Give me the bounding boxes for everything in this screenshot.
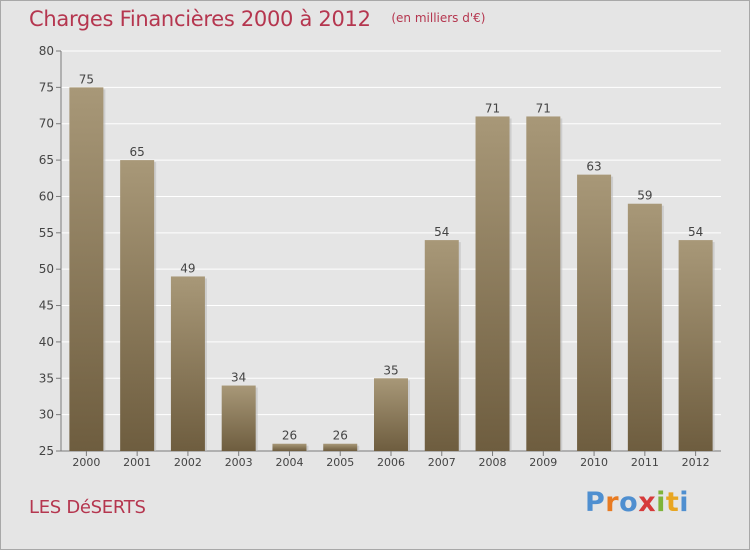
- bar: [120, 160, 155, 451]
- y-tick-label: 80: [39, 44, 54, 58]
- bar: [526, 116, 561, 452]
- bar-value-label: 59: [637, 189, 652, 203]
- bar-value-label: 71: [485, 101, 500, 115]
- brand-letter: i: [656, 487, 666, 518]
- commune-name: LES DéSERTS: [29, 497, 146, 518]
- bar-value-label: 54: [434, 225, 449, 239]
- y-tick-label: 35: [39, 371, 54, 385]
- y-tick-label: 25: [39, 444, 54, 458]
- bar-value-label: 54: [688, 225, 703, 239]
- x-tick-label: 2003: [225, 456, 253, 469]
- x-tick-label: 2004: [275, 456, 303, 469]
- proxiti-logo[interactable]: Proxiti: [585, 487, 689, 518]
- y-tick-label: 75: [39, 80, 54, 94]
- bar: [323, 443, 358, 451]
- x-tick-label: 2002: [174, 456, 202, 469]
- bar-value-label: 26: [333, 429, 348, 443]
- x-tick-label: 2008: [479, 456, 507, 469]
- bar: [221, 385, 256, 451]
- bar-value-label: 63: [586, 160, 601, 174]
- x-tick-label: 2005: [326, 456, 354, 469]
- brand-letter: x: [638, 487, 657, 518]
- bar-value-label: 34: [231, 371, 246, 385]
- bar-value-label: 35: [383, 363, 398, 377]
- brand-letter: r: [605, 487, 620, 518]
- bar: [170, 276, 205, 451]
- bar-value-label: 26: [282, 429, 297, 443]
- x-tick-label: 2012: [682, 456, 710, 469]
- bar: [678, 240, 713, 451]
- bar-value-label: 75: [79, 72, 94, 86]
- brand-letter: o: [619, 487, 639, 518]
- y-tick-label: 30: [39, 408, 54, 422]
- y-tick-label: 50: [39, 262, 54, 276]
- bar: [627, 203, 662, 451]
- x-tick-label: 2007: [428, 456, 456, 469]
- y-tick-label: 70: [39, 117, 54, 131]
- brand-letter: i: [679, 487, 690, 518]
- bar-value-label: 49: [180, 261, 195, 275]
- brand-letter: t: [665, 487, 680, 518]
- bar: [272, 443, 307, 451]
- x-tick-label: 2010: [580, 456, 608, 469]
- chart-title: Charges Financières 2000 à 2012 (en mill…: [29, 7, 485, 31]
- y-tick-label: 55: [39, 226, 54, 240]
- y-tick-label: 60: [39, 189, 54, 203]
- x-tick-label: 2000: [72, 456, 100, 469]
- x-tick-label: 2011: [631, 456, 659, 469]
- brand-letter: P: [585, 487, 606, 518]
- x-tick-label: 2001: [123, 456, 151, 469]
- bar-value-label: 65: [130, 145, 145, 159]
- bar: [374, 378, 408, 451]
- x-tick-label: 2006: [377, 456, 405, 469]
- chart-title-text: Charges Financières 2000 à 2012: [29, 7, 371, 31]
- bar: [424, 240, 459, 451]
- bar: [475, 116, 510, 452]
- bar: [69, 87, 104, 451]
- x-tick-label: 2009: [529, 456, 557, 469]
- bar: [577, 174, 612, 452]
- chart-unit: (en milliers d'€): [391, 11, 486, 25]
- y-tick-label: 45: [39, 299, 54, 313]
- y-tick-label: 40: [39, 335, 54, 349]
- bar-value-label: 71: [536, 101, 551, 115]
- y-tick-label: 65: [39, 153, 54, 167]
